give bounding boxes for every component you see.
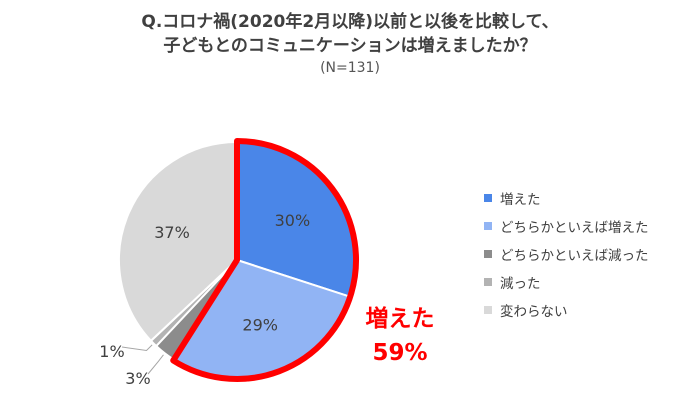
slice-label-4: 1%: [99, 342, 124, 361]
chart-subtitle: (N=131): [320, 60, 380, 76]
legend-swatch: [484, 194, 492, 202]
legend-label: 増えた: [500, 192, 541, 208]
highlight-outline: [170, 138, 359, 382]
slice-label-1: 30%: [275, 211, 311, 230]
legend-label: 減った: [500, 276, 541, 292]
slice-label-5: 37%: [154, 223, 190, 242]
chart-title-block: Q.コロナ禍(2020年2月以降)以前と以後を比較して、 子どもとのコミュニケー…: [0, 10, 700, 78]
pie-slice-5: [118, 140, 238, 343]
legend-swatch: [484, 278, 492, 286]
legend-item-2: どちらかといえば増えた: [484, 212, 649, 240]
legend-swatch: [484, 222, 492, 230]
chart-title-line-1: Q.コロナ禍(2020年2月以降)以前と以後を比較して、: [141, 12, 559, 32]
leader-line-3: [147, 354, 164, 375]
legend-label: 変わらない: [500, 304, 568, 320]
leader-line-4: [121, 344, 153, 352]
slice-label-2: 29%: [242, 315, 278, 334]
legend-swatch: [484, 306, 492, 314]
callout-value: 59%: [372, 340, 427, 366]
legend-label: どちらかといえば増えた: [500, 220, 649, 236]
legend-swatch: [484, 250, 492, 258]
callout-label: 増えた: [366, 305, 435, 332]
legend: 増えたどちらかといえば増えた どちらかといえば減った 減った変わらない: [484, 184, 649, 324]
legend-item-1: 増えた: [484, 184, 649, 212]
legend-label: どちらかといえば減った: [500, 248, 649, 264]
legend-item-5: 変わらない: [484, 296, 649, 324]
chart-title-line-2: 子どもとのコミュニケーションは増えましたか？: [163, 36, 537, 56]
legend-item-3: どちらかといえば減った: [484, 240, 649, 268]
legend-item-4: 減った: [484, 268, 649, 296]
slice-label-3: 3%: [125, 369, 150, 388]
